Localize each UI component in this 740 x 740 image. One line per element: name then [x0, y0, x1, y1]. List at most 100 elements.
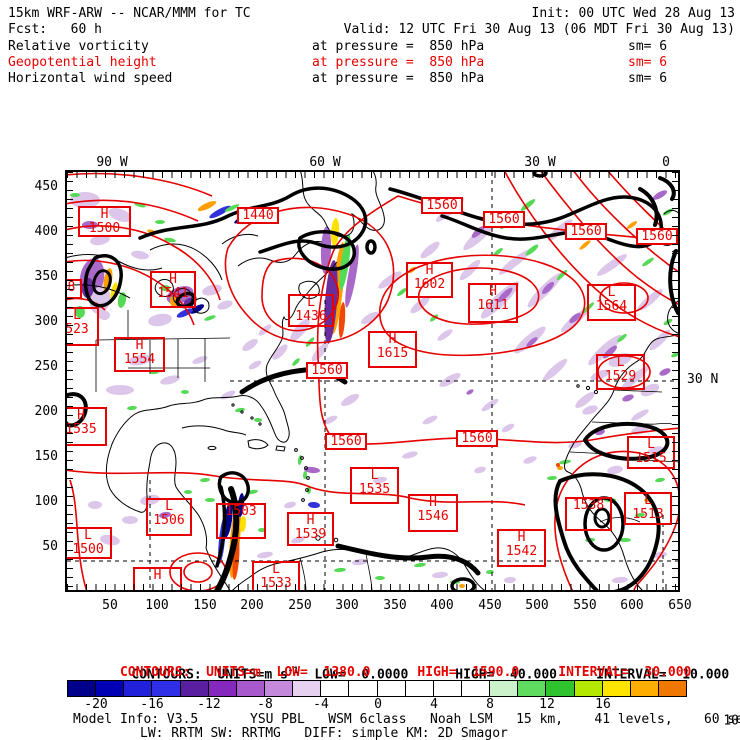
vorticity-streak [361, 311, 379, 325]
vorticity-streak [205, 498, 215, 502]
contour-value-label: 1560 [325, 433, 367, 450]
model-schemes: LW: RRTM SW: RRTMG DIFF: simple KM: 2D S… [140, 726, 508, 740]
height-extremum-label: 1503 [216, 503, 266, 539]
map-label-layer: H1500H1541L143608L523H1554H1602H1611L156… [67, 172, 678, 590]
vorticity-streak [90, 234, 110, 246]
extremum-value: 1611 [477, 298, 509, 313]
vorticity-streak [542, 358, 568, 382]
vorticity-streak [322, 415, 338, 425]
vorticity-streak [75, 306, 85, 318]
vorticity-streak [640, 383, 660, 397]
extremum-letter: H [425, 263, 434, 278]
vorticity-streak [569, 312, 581, 324]
extremum-value: 1500 [72, 542, 104, 557]
colorbar-cell [574, 681, 603, 696]
vorticity-streak [339, 234, 351, 290]
extremum-value: 1539 [294, 527, 327, 542]
vorticity-streak [501, 423, 515, 433]
vorticity-streak [106, 385, 134, 395]
extremum-value: 1538 [572, 498, 605, 513]
vorticity-streak [160, 375, 180, 385]
field-3-level: at pressure = 850 hPa [312, 71, 485, 86]
height-extremum-label: L 1506 [146, 498, 192, 536]
colorbar-cell [264, 681, 294, 696]
height-extremum-label: L 1564 [587, 284, 636, 321]
vorticity-streak [637, 289, 663, 311]
vorticity-streak [432, 571, 448, 579]
colorbar-cell [490, 681, 519, 696]
extremum-value: 1542 [505, 544, 538, 559]
vorticity-streak [324, 260, 338, 344]
vorticity-streak [617, 333, 627, 343]
height-extremum-label: H 1541 [150, 271, 196, 308]
right-axis-ticks [672, 172, 678, 590]
vorticity-streak [184, 490, 192, 494]
forecast-hour: Fcst: 60 h [8, 22, 102, 37]
vorticity-streak [579, 240, 591, 250]
vorticity-streak [224, 204, 240, 212]
extremum-letter: H [306, 513, 315, 528]
colorbar-cell [630, 681, 659, 696]
height-extremum-label: H 1500 [78, 206, 131, 237]
vorticity-streak [620, 366, 650, 390]
vorticity-streak [291, 536, 305, 544]
x-axis-tick-label: 100 [145, 598, 169, 613]
latitude-label: 30 N [687, 372, 719, 387]
vorticity-streak [192, 356, 208, 364]
vorticity-streak [128, 354, 152, 366]
init-time: Init: 00 UTC Wed 28 Aug 13 [531, 6, 736, 21]
vorticity-streak [257, 551, 273, 559]
vorticity-streak [649, 329, 671, 351]
colorbar-cell [68, 681, 97, 696]
vorticity-streak [197, 200, 217, 212]
height-contours [67, 172, 678, 590]
colorbar-tick-label: 4 [430, 697, 438, 712]
field-1-level: at pressure = 850 hPa [312, 39, 485, 54]
y-axis-tick-label: 300 [34, 314, 58, 329]
vorticity-streak [422, 415, 438, 425]
vorticity-streak [459, 259, 481, 281]
vorticity-streak [242, 338, 258, 352]
colorbar-tick-label: -20 [84, 697, 108, 712]
extremum-letter: H [153, 568, 162, 583]
extremum-letter: L [84, 528, 92, 543]
vorticity-streak [117, 292, 127, 308]
colorbar-cell [293, 681, 322, 696]
vorticity-streak [334, 567, 346, 573]
vorticity-streak [526, 337, 538, 347]
vorticity-streak [127, 405, 137, 411]
colorbar-cell [658, 681, 687, 696]
y-axis-tick-label: 100 [34, 494, 58, 509]
vorticity-streak [590, 369, 610, 381]
vorticity-streak [122, 516, 138, 524]
field-3-smoothing: sm= 6 [628, 71, 668, 86]
colorbar-cell [546, 681, 575, 696]
vorticity-streak [98, 309, 110, 321]
vorticity-streak [631, 409, 649, 421]
height-extremum-label: L 1535 [350, 467, 399, 504]
vorticity-streak [292, 358, 300, 366]
vorticity-streak [176, 308, 194, 318]
height-extremum-label: L 1529 [596, 354, 645, 390]
vorticity-streak [520, 199, 536, 211]
colorbar-tick-label: 16 [595, 697, 611, 712]
left-axis-ticks [67, 172, 73, 590]
extremum-value: 1529 [604, 369, 637, 384]
vorticity-streak [652, 190, 668, 200]
plot-title: 15km WRF-ARW -- NCAR/MMM for TC [8, 6, 251, 21]
map-art [67, 172, 678, 590]
x-axis-tick-label: 400 [430, 598, 454, 613]
colorbar-cell [349, 681, 378, 696]
extremum-letter: L [607, 285, 616, 300]
contour-value-label: 1560 [421, 197, 463, 214]
vorticity-streak [320, 226, 332, 274]
vorticity-streak [204, 315, 216, 321]
vorticity-streak [189, 304, 205, 314]
colorbar-cell [518, 681, 547, 696]
vorticity-streak [148, 313, 172, 327]
vorticity-streak [659, 368, 671, 376]
extremum-letter: H [489, 284, 497, 299]
vorticity-streak [607, 465, 623, 475]
x-axis-tick-label: 550 [573, 598, 597, 613]
